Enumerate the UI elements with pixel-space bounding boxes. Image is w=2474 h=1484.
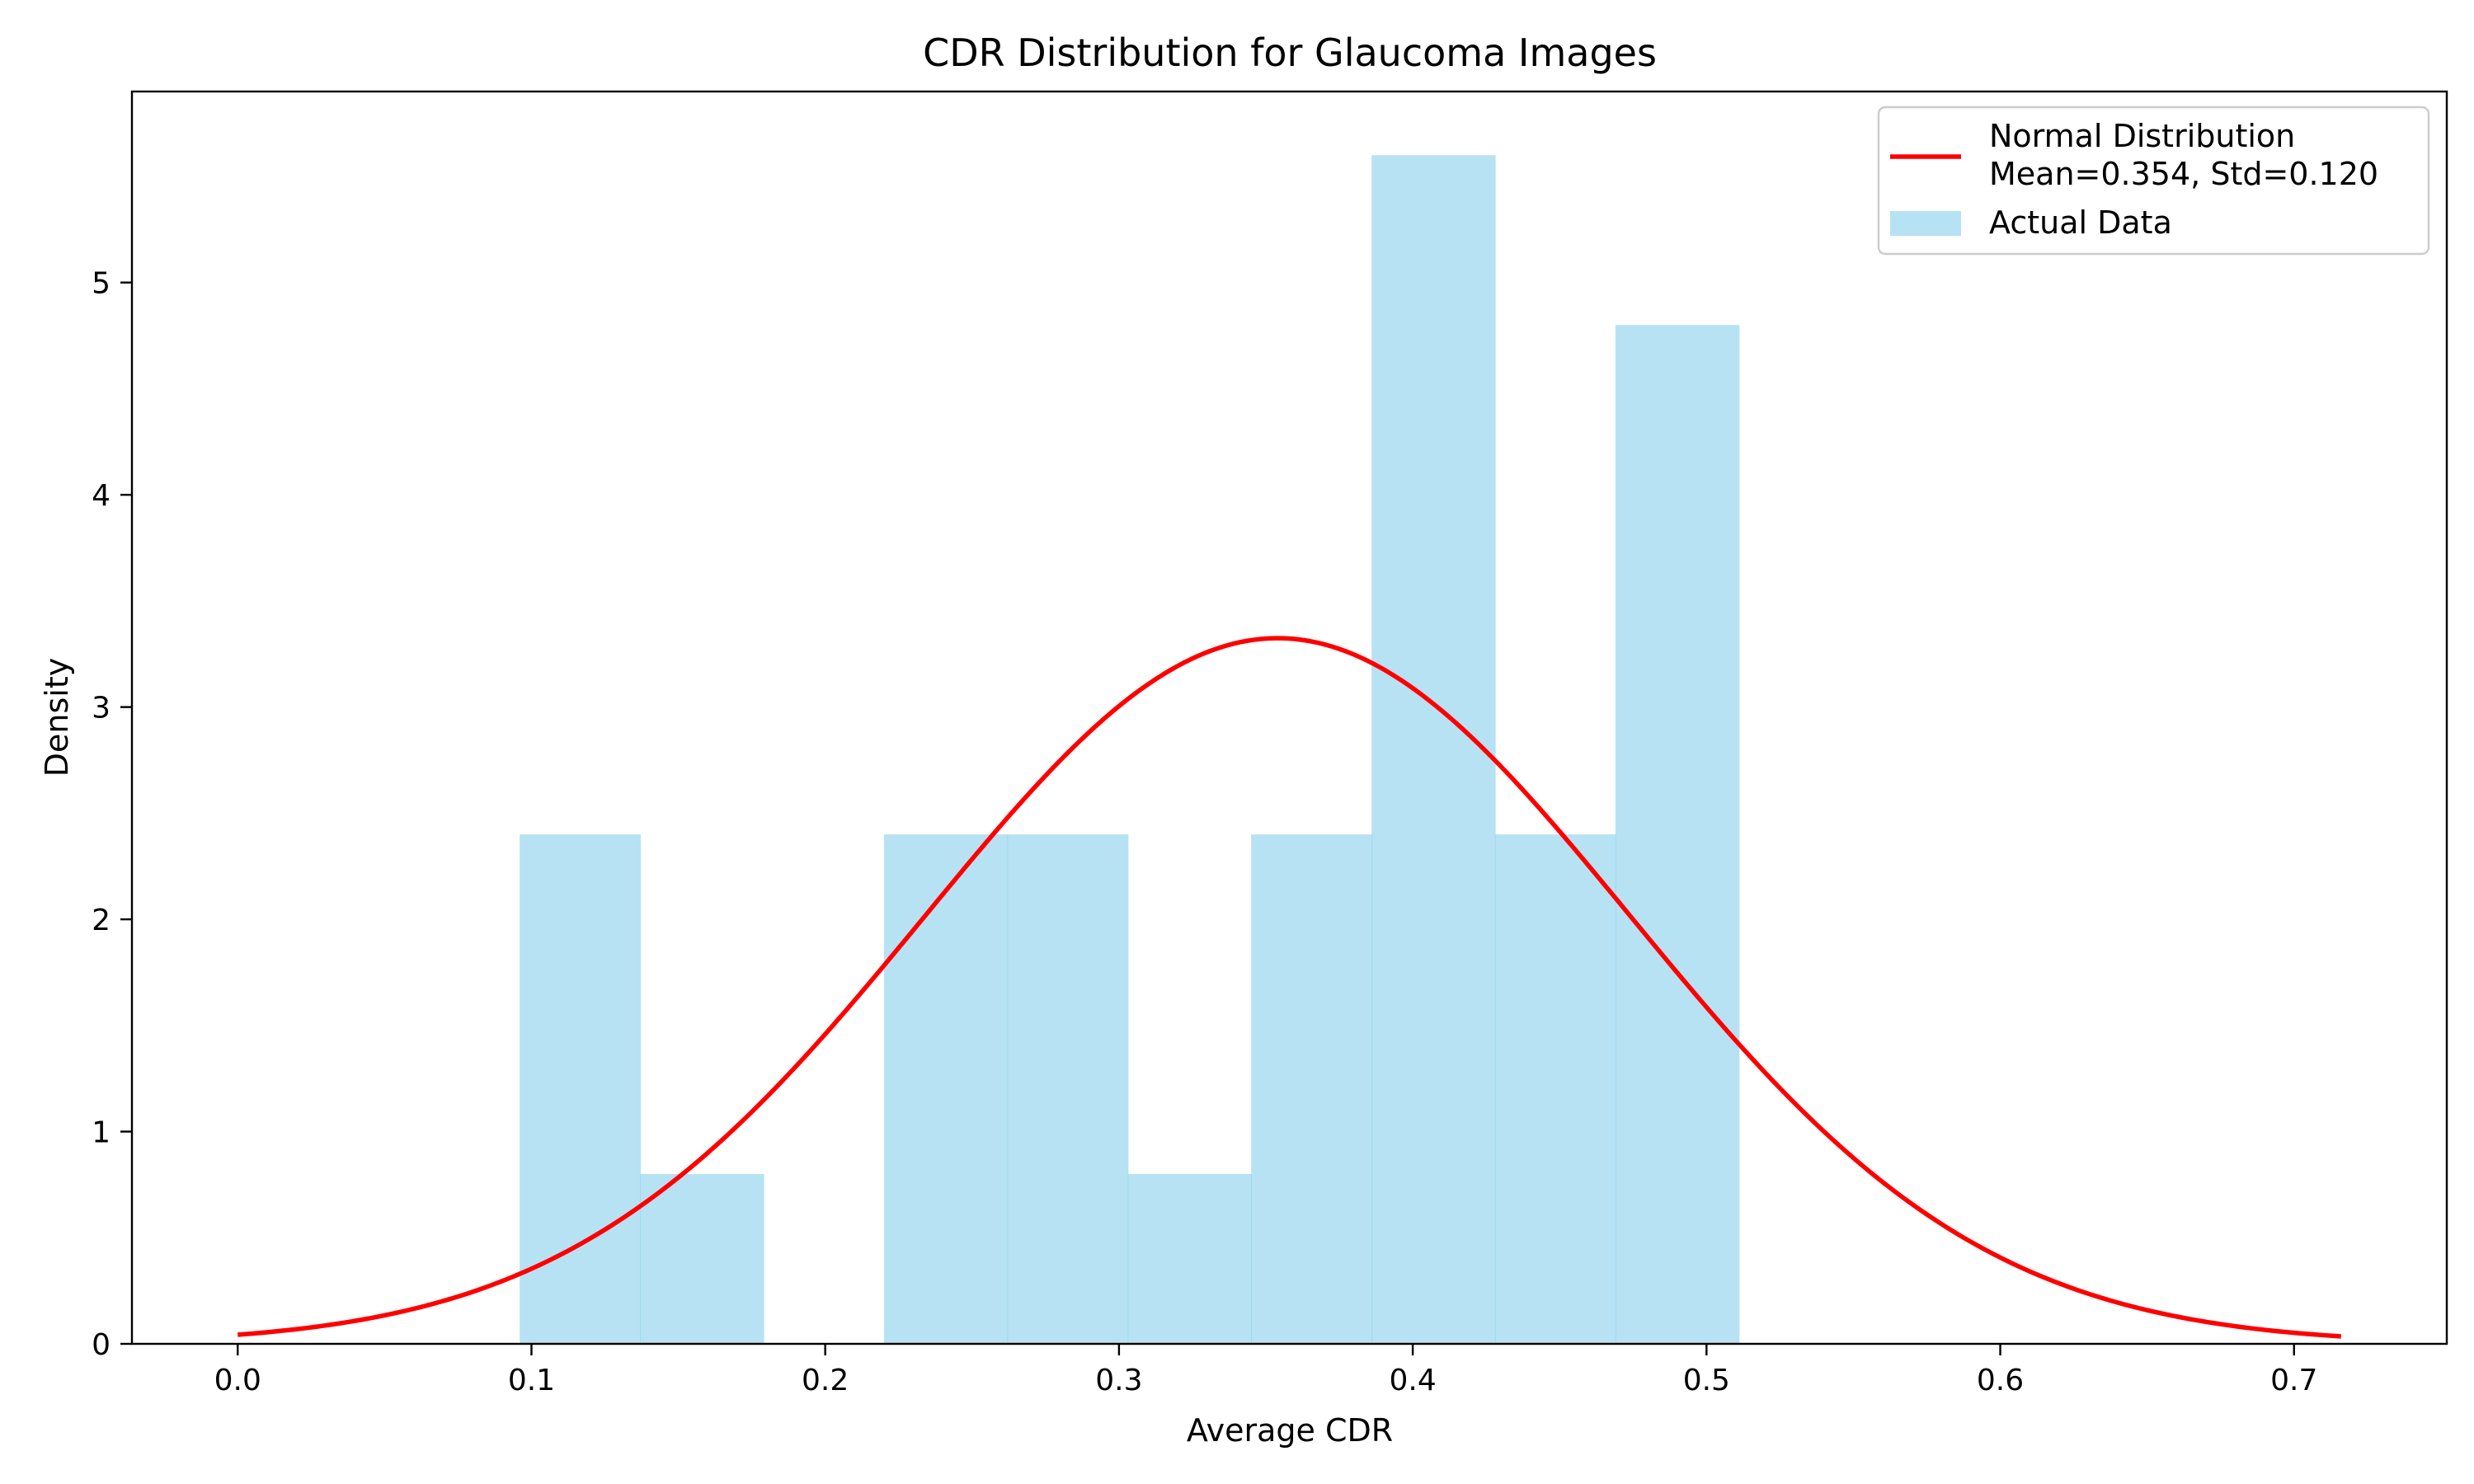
x-tick-label: 0.6 xyxy=(1977,1364,2024,1397)
legend-box xyxy=(1877,106,2430,256)
y-axis-label: Density xyxy=(39,658,75,777)
histogram-bar xyxy=(520,834,642,1344)
chart-title: CDR Distribution for Glaucoma Images xyxy=(923,31,1657,75)
histogram-bar xyxy=(1494,834,1616,1344)
x-axis-label: Average CDR xyxy=(1187,1412,1393,1449)
x-tick-label: 0.1 xyxy=(508,1364,555,1397)
x-tick-label: 0.4 xyxy=(1389,1364,1436,1397)
histogram-bars xyxy=(520,155,1740,1345)
y-tick-label: 0 xyxy=(92,1328,111,1362)
x-tick-label: 0.0 xyxy=(214,1364,261,1397)
histogram-bar xyxy=(1371,155,1496,1344)
y-tick-label: 4 xyxy=(92,479,111,513)
normal-distribution-line xyxy=(238,636,2341,1339)
y-tick-label: 2 xyxy=(92,904,111,937)
normal-curve-layer xyxy=(238,636,2341,1339)
y-tick-label: 5 xyxy=(92,267,111,301)
x-tick-label: 0.7 xyxy=(2270,1364,2317,1397)
legend-bar-swatch xyxy=(1890,211,1961,236)
legend: Normal Distribution Mean=0.354, Std=0.12… xyxy=(1877,106,2430,256)
x-axis-ticks: 0.0 0.1 0.2 0.3 0.4 0.5 0.6 0.7 xyxy=(214,1344,2317,1397)
x-tick-label: 0.2 xyxy=(802,1364,849,1397)
y-axis-ticks: 0 1 2 3 4 5 xyxy=(92,267,132,1362)
legend-label-actual: Actual Data xyxy=(1989,204,2172,241)
plot-frame xyxy=(130,90,2448,1345)
histogram-bar xyxy=(883,834,1009,1344)
histogram-bar xyxy=(1251,834,1373,1344)
y-tick-label: 1 xyxy=(92,1116,111,1150)
legend-label-normal-params: Mean=0.354, Std=0.120 xyxy=(1989,156,2378,192)
y-tick-label: 3 xyxy=(92,692,111,726)
histogram-bar xyxy=(1007,834,1129,1344)
x-tick-label: 0.3 xyxy=(1095,1364,1142,1397)
histogram-bar xyxy=(1615,325,1740,1345)
legend-label-normal: Normal Distribution xyxy=(1989,118,2295,154)
x-tick-label: 0.5 xyxy=(1683,1364,1730,1397)
histogram-bar xyxy=(1127,1174,1252,1344)
histogram-bar xyxy=(640,1174,764,1344)
